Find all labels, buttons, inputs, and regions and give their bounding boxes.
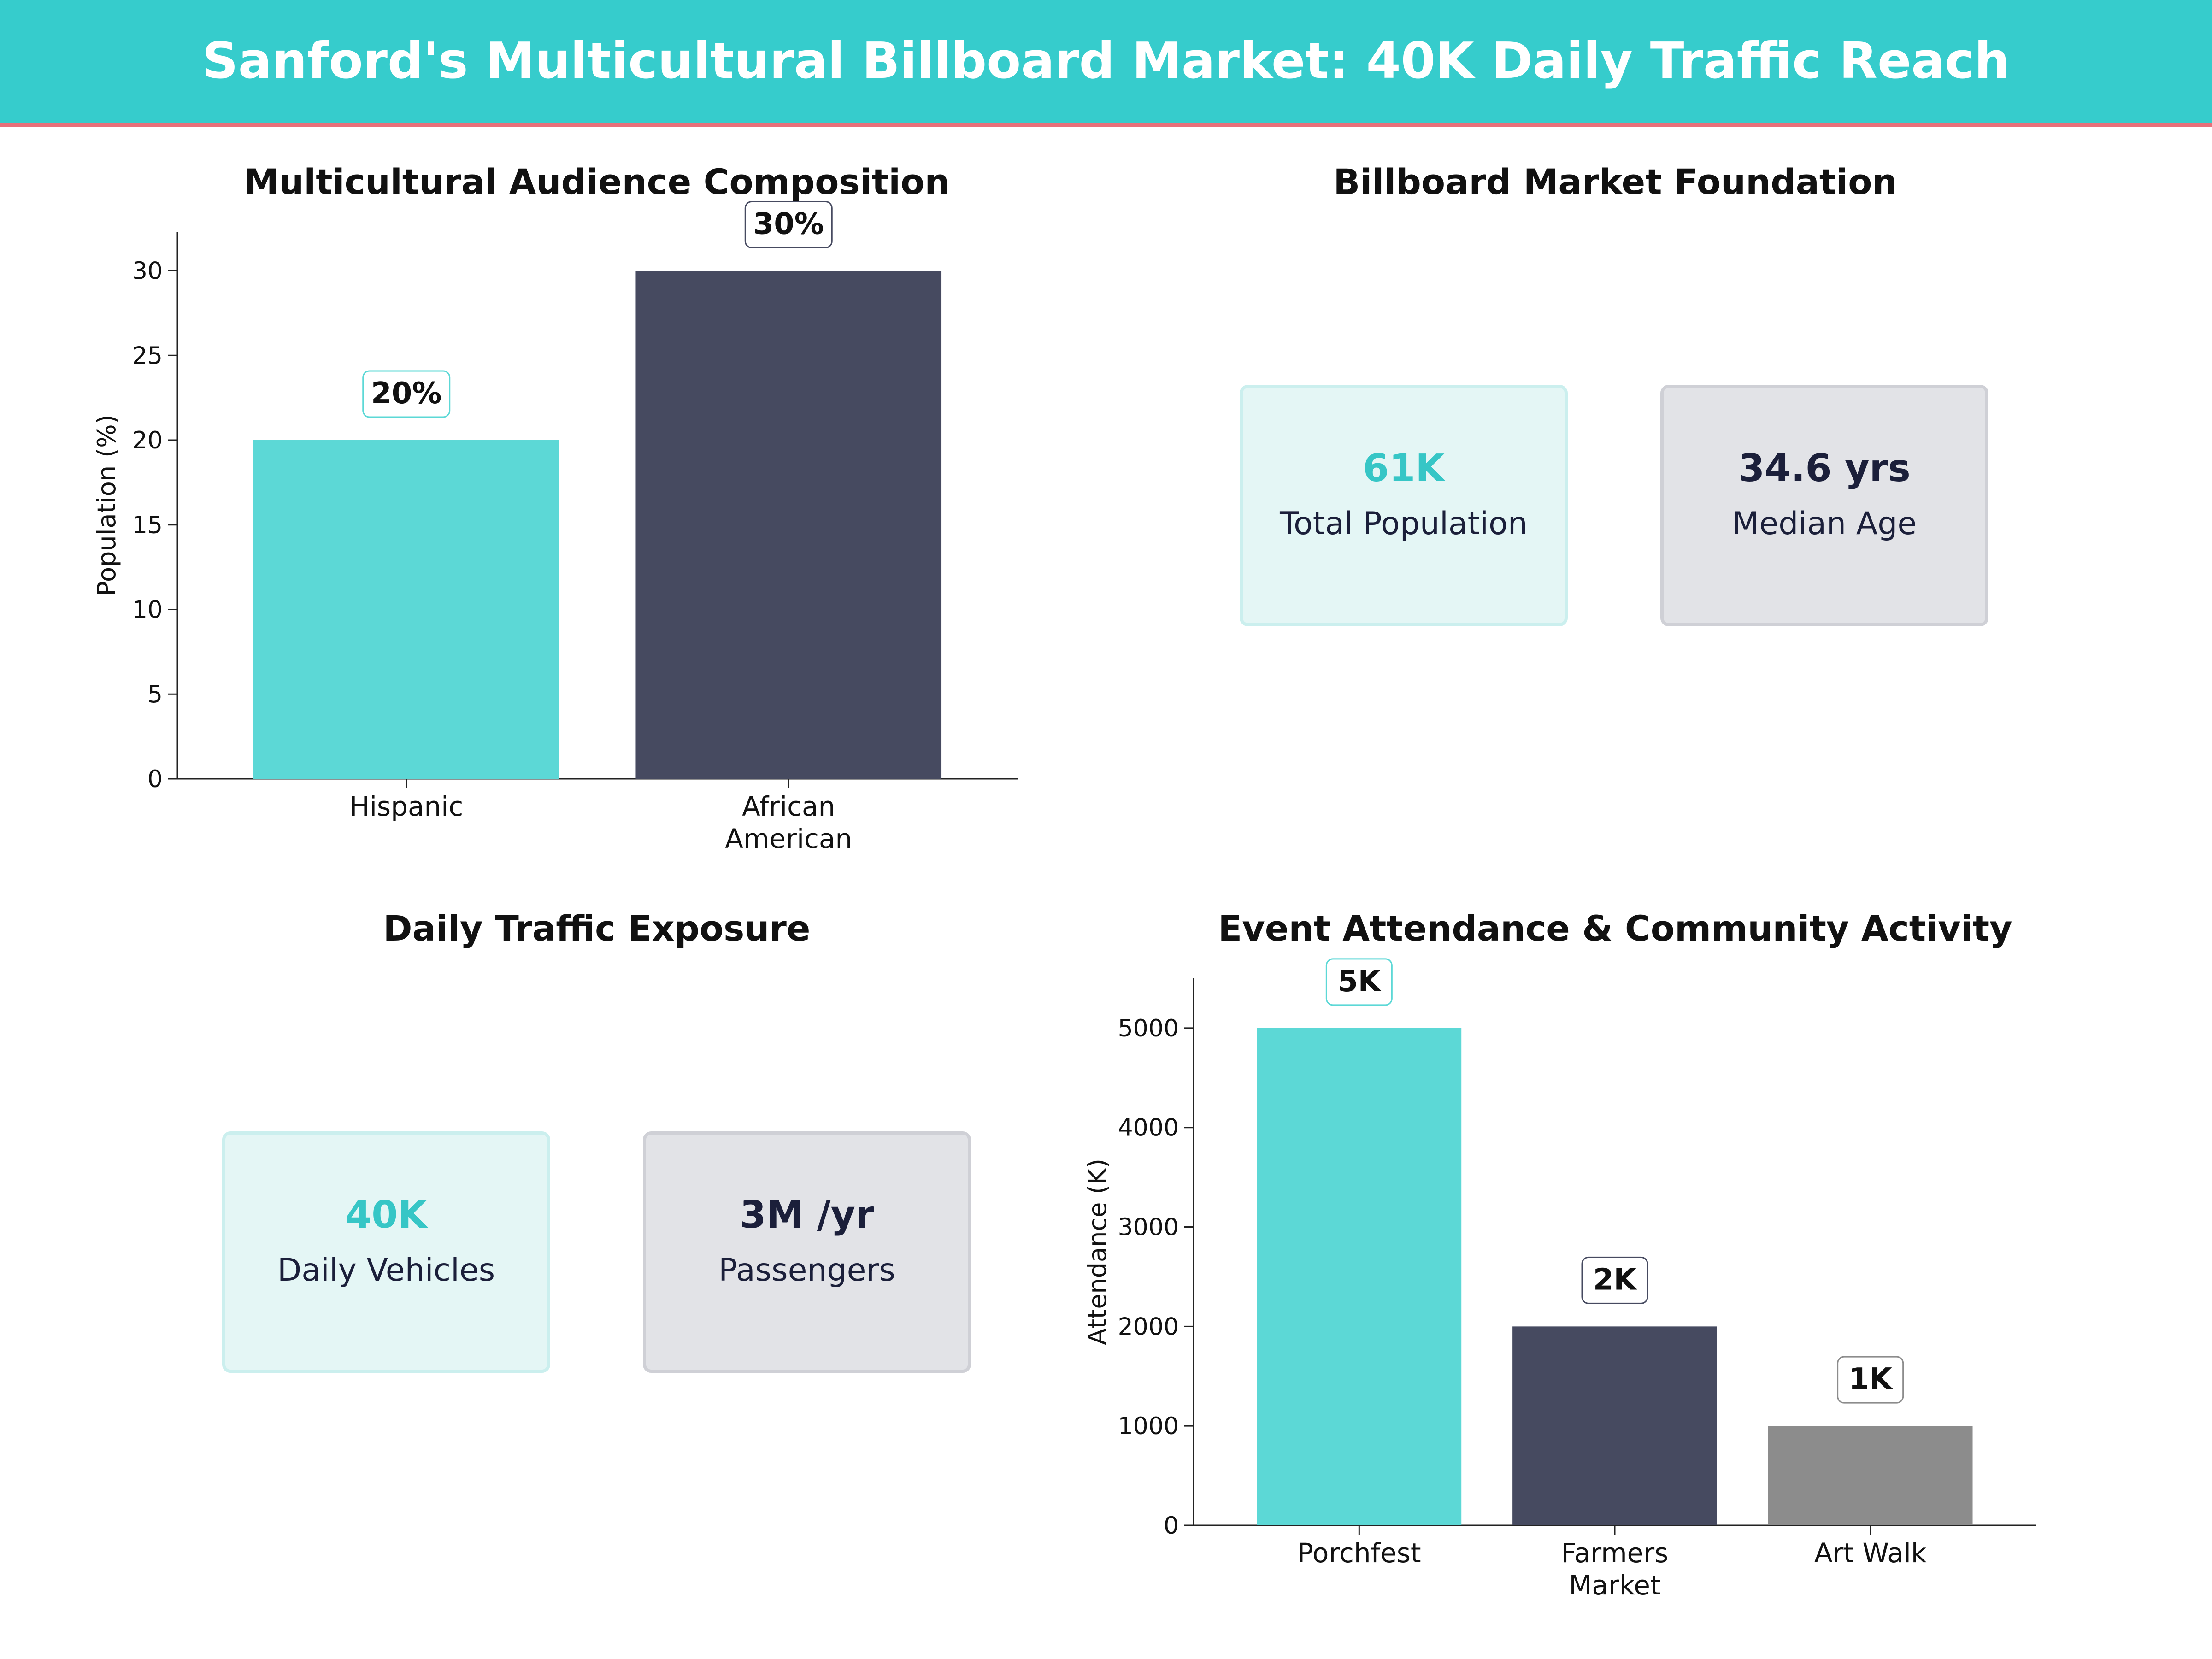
- events-data-label: 1K: [1849, 1362, 1894, 1396]
- events-bar: [1768, 1426, 1973, 1525]
- audience-y-tick-label: 20: [132, 427, 163, 454]
- audience-y-tick-label: 30: [132, 258, 163, 285]
- events-category-label: Art Walk: [1814, 1537, 1927, 1569]
- median-age-card: 34.6 yrs Median Age: [1660, 385, 1988, 626]
- total-population-label: Total Population: [1280, 506, 1528, 542]
- audience-data-label: 20%: [371, 377, 441, 411]
- daily-vehicles-label: Daily Vehicles: [277, 1252, 495, 1288]
- audience-y-tick-label: 5: [147, 681, 163, 708]
- total-population-card: 61K Total Population: [1240, 385, 1568, 626]
- audience-bar-chart: 0 5 10 15 20 25 30 Population (%) 20% Hispanic 30%…: [92, 201, 1018, 854]
- passengers-value: 3M /yr: [740, 1193, 874, 1237]
- events-y-tick-label: 3000: [1118, 1214, 1179, 1241]
- foundation-title: Billboard Market Foundation: [1333, 161, 1897, 202]
- events-y-axis-label: Attendance (K): [1083, 1159, 1112, 1345]
- total-population-value: 61K: [1363, 447, 1445, 490]
- daily-vehicles-value: 40K: [345, 1193, 427, 1237]
- audience-category-label: American: [725, 823, 852, 854]
- passengers-label: Passengers: [718, 1252, 895, 1288]
- median-age-value: 34.6 yrs: [1738, 447, 1911, 490]
- events-data-label: 5K: [1337, 965, 1382, 999]
- page-title: Sanford's Multicultural Billboard Market…: [202, 32, 2010, 90]
- audience-data-label-box: [744, 201, 833, 249]
- events-y-tick-label: 0: [1164, 1512, 1179, 1540]
- header-banner: Sanford's Multicultural Billboard Market…: [0, 0, 2212, 127]
- events-y-tick-label: 2000: [1118, 1313, 1179, 1341]
- audience-y-axis-label: Population (%): [92, 414, 121, 596]
- audience-y-tick-label: 10: [132, 596, 163, 624]
- audience-chart-title: Multicultural Audience Composition: [244, 161, 950, 202]
- audience-data-label-box: [362, 370, 451, 418]
- audience-y-tick-label: 25: [132, 342, 163, 370]
- daily-vehicles-card: 40K Daily Vehicles: [222, 1131, 550, 1373]
- events-y-tick-label: 5000: [1118, 1015, 1179, 1042]
- events-category-label: Farmers: [1561, 1537, 1669, 1569]
- events-bar: [1512, 1326, 1717, 1525]
- events-data-label: 2K: [1593, 1263, 1638, 1297]
- audience-y-tick-label: 0: [147, 765, 163, 793]
- audience-category-label: African: [742, 791, 835, 822]
- audience-category-label: Hispanic: [349, 791, 463, 822]
- audience-y-tick-label: 15: [132, 512, 163, 539]
- events-bar-chart: 0 1000 2000 3000 4000 5000 Attendance (K) 5K Por…: [1083, 958, 2036, 1601]
- audience-bar: [253, 440, 559, 779]
- events-category-label: Porchfest: [1297, 1537, 1421, 1569]
- traffic-title: Daily Traffic Exposure: [383, 908, 811, 949]
- events-y-tick-label: 4000: [1118, 1114, 1179, 1142]
- audience-bar: [635, 271, 942, 779]
- events-bar: [1257, 1028, 1462, 1525]
- events-y-tick-label: 1000: [1118, 1412, 1179, 1440]
- events-data-label-box: [1581, 1256, 1648, 1304]
- events-data-label-box: [1325, 958, 1393, 1006]
- events-chart-title: Event Attendance & Community Activity: [1218, 908, 2012, 949]
- events-data-label-box: [1837, 1356, 1904, 1404]
- events-category-label: Market: [1569, 1570, 1660, 1601]
- median-age-label: Median Age: [1732, 506, 1917, 542]
- audience-data-label: 30%: [753, 207, 824, 241]
- passengers-card: 3M /yr Passengers: [643, 1131, 971, 1373]
